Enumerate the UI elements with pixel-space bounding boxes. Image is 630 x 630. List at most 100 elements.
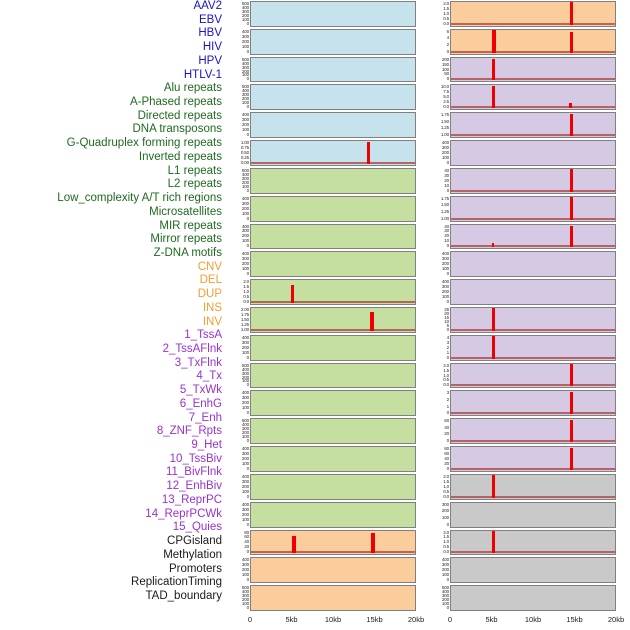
track-baseline — [451, 50, 615, 53]
track: 2.0 1.5 1.0 0.5 0.0 — [426, 529, 616, 557]
y-axis: 500 400 300 200 100 0 — [226, 0, 250, 28]
y-tick-label: 0 — [246, 215, 250, 221]
y-tick-label: 400 — [241, 557, 249, 563]
track: 500 400 300 200 100 0 — [426, 584, 616, 612]
track: 400 300 200 100 0 — [226, 250, 416, 278]
y-tick-label: 1.5 — [443, 478, 449, 484]
x-axis: 0 5kb 10kb 15kb 20kb — [447, 612, 624, 630]
track: 400 300 200 100 0 — [226, 445, 416, 473]
y-tick-label: 0.75 — [240, 145, 249, 151]
y-tick-label: 0 — [246, 20, 250, 26]
y-axis: 500 400 300 200 100 0 — [226, 362, 250, 390]
y-tick-label: 400 — [241, 88, 249, 94]
track-plot-area — [450, 418, 616, 445]
track-label: 10_TssBiv — [169, 452, 222, 465]
y-tick-label: 20 — [444, 431, 449, 437]
track: 400 300 200 100 0 — [226, 473, 416, 501]
y-tick-label: 100 — [241, 405, 249, 411]
y-tick-label: 400 — [241, 390, 249, 396]
y-axis: 400 300 200 100 0 — [426, 139, 450, 167]
track-plot-area — [450, 390, 616, 417]
track-plot-area — [450, 167, 616, 194]
track-plot-area — [250, 195, 416, 222]
track-label: Inverted repeats — [138, 150, 222, 163]
y-tick-label: 5 — [446, 322, 450, 328]
data-spike — [569, 448, 573, 470]
track-plot-area — [250, 223, 416, 250]
y-tick-label: 100 — [241, 16, 249, 22]
y-tick-label: 200 — [241, 597, 249, 603]
track-baseline — [451, 467, 615, 470]
track-label: CPGisland — [167, 535, 222, 548]
track-plot-area — [250, 84, 416, 111]
y-axis: 400 300 200 100 0 — [226, 223, 250, 251]
track: 500 400 300 200 100 0 — [226, 362, 416, 390]
y-tick-label: 500 — [241, 56, 249, 62]
y-tick-label: 500 — [241, 1, 249, 6]
track: 2.0 1.5 1.0 0.5 0.0 — [426, 0, 616, 28]
track: 60 40 20 0 — [426, 417, 616, 445]
track-label: 1_TssA — [184, 329, 222, 342]
y-tick-label: 1.75 — [240, 311, 249, 317]
track-baseline — [451, 440, 615, 443]
x-tick-label: 20kb — [407, 615, 425, 624]
y-axis: 500 400 300 200 100 0 — [226, 417, 250, 445]
y-tick-label: 200 — [241, 122, 249, 128]
y-tick-label: 200 — [441, 56, 449, 62]
y-axis: 300 200 100 0 — [426, 501, 450, 529]
y-tick-label: 10.0 — [440, 84, 449, 90]
data-spike — [492, 58, 495, 81]
y-tick-label: 20 — [444, 177, 449, 183]
y-tick-label: 0 — [446, 521, 450, 527]
y-tick-label: 100 — [241, 460, 249, 466]
track: 400 300 200 100 0 — [426, 278, 616, 306]
y-tick-label: 0 — [446, 326, 450, 332]
y-tick-label: 200 — [241, 12, 249, 18]
track: 400 300 200 100 0 — [226, 195, 416, 223]
track-plot-area — [450, 251, 616, 278]
y-tick-label: 200 — [441, 289, 449, 295]
y-tick-label: 20 — [444, 310, 449, 316]
y-axis: 400 300 200 100 0 — [226, 195, 250, 223]
track-plot-area — [450, 140, 616, 166]
y-tick-label: 400 — [441, 140, 449, 146]
y-tick-label: 0 — [446, 159, 450, 165]
y-axis: 1.75 1.50 1.25 1.00 — [426, 195, 450, 223]
y-axis: 80 60 40 20 0 — [226, 529, 250, 557]
y-tick-label: 300 — [241, 175, 249, 181]
y-tick-label: 300 — [241, 426, 249, 432]
y-tick-label: 300 — [441, 593, 449, 599]
track-label: 5_TxWk — [179, 384, 222, 397]
y-tick-label: 3 — [446, 390, 450, 396]
y-tick-label: 2.0 — [443, 362, 449, 368]
track-baseline — [451, 384, 615, 387]
x-tick-label: 0 — [447, 615, 453, 624]
x-tick-label: 20kb — [607, 615, 625, 624]
y-tick-label: 2.00 — [240, 307, 249, 312]
data-spike — [366, 142, 370, 164]
y-tick-label: 500 — [241, 585, 249, 591]
y-tick-label: 1.00 — [240, 140, 249, 146]
track-label: L1 repeats — [167, 164, 222, 177]
y-tick-label: 500 — [241, 362, 249, 368]
y-tick-label: 200 — [241, 38, 249, 44]
track-baseline — [451, 22, 615, 25]
y-tick-label: 0.25 — [240, 154, 249, 160]
y-tick-label: 200 — [241, 430, 249, 436]
track-plot-area — [250, 28, 416, 55]
y-axis: 80 60 40 20 0 — [426, 445, 450, 473]
y-tick-label: 400 — [441, 589, 449, 595]
y-tick-label: 0 — [246, 271, 250, 277]
track-plot-area — [450, 501, 616, 528]
y-tick-label: 10 — [444, 182, 449, 188]
y-tick-label: 40 — [444, 424, 449, 430]
y-tick-label: 200 — [441, 149, 449, 155]
track: 80 60 40 20 0 — [426, 445, 616, 473]
y-axis: 400 300 200 100 0 — [426, 250, 450, 278]
y-tick-label: 300 — [241, 64, 249, 70]
y-tick-label: 2 — [446, 397, 450, 403]
y-tick-label: 400 — [241, 112, 249, 118]
